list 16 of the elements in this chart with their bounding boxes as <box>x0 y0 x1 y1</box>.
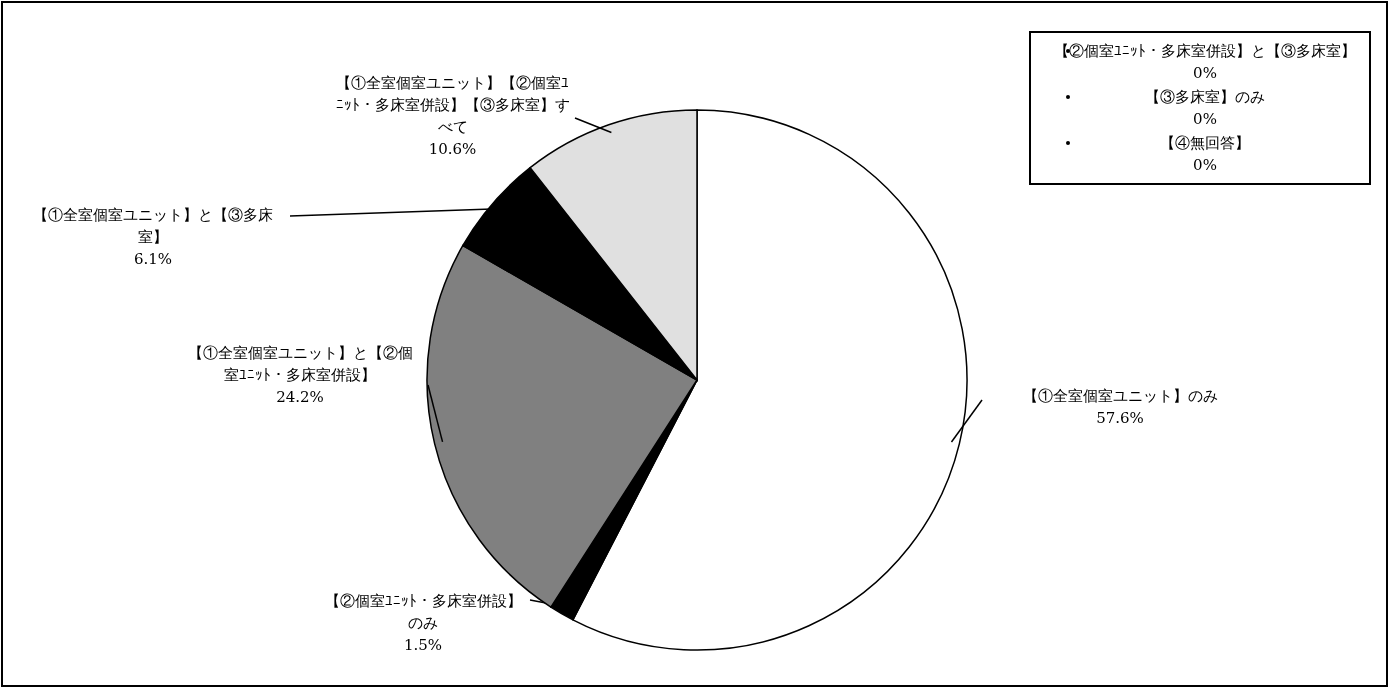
slice-label: 【①全室個室ユニット】のみ <box>1021 386 1219 407</box>
data-label: 24.2% <box>275 387 325 408</box>
slice-label: 【②個室ﾕﾆｯﾄ・多床室併設】のみ <box>323 591 523 634</box>
category-label: 【④無回答】 <box>1160 134 1250 152</box>
data-label: 1.5% <box>402 635 444 656</box>
slice-label: 【①全室個室ユニット】と【③多床室】 <box>32 205 274 248</box>
data-label: 6.1% <box>132 249 174 270</box>
data-label: 10.6% <box>427 139 478 160</box>
text: 0% <box>1193 64 1217 82</box>
text: 0% <box>1193 110 1217 128</box>
data-label: 57.6% <box>1095 408 1145 429</box>
slice-label: 【①全室個室ユニット】と【②個室ﾕﾆｯﾄ・多床室併設】 <box>186 343 414 386</box>
category-label: 【②個室ﾕﾆｯﾄ・多床室併設】と【③多床室】 <box>1054 42 1356 60</box>
slice-label: 【①全室個室ユニット】【②個室ﾕﾆｯﾄ・多床室併設】【③多床室】すべて <box>335 73 570 138</box>
category-label: 【③多床室】のみ <box>1145 88 1265 106</box>
text: 0% <box>1193 156 1217 174</box>
